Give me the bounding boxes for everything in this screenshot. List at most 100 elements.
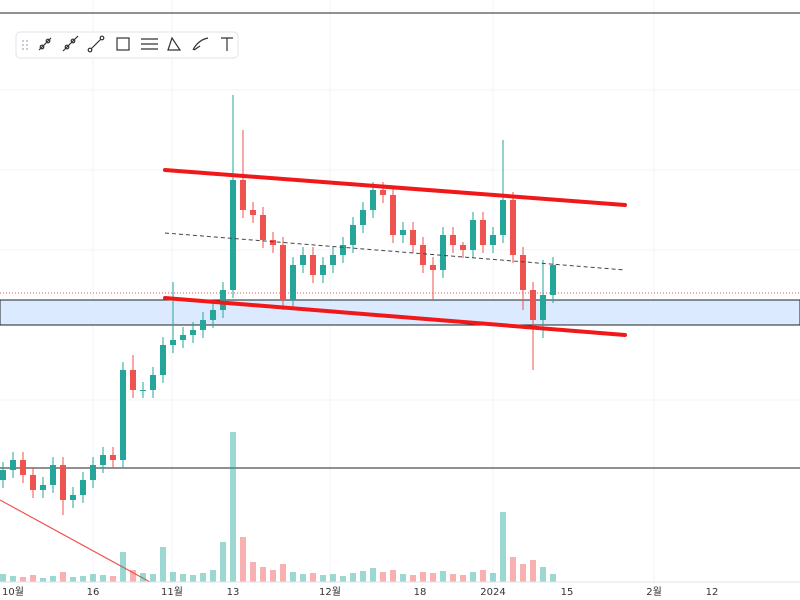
candle-body — [60, 465, 66, 500]
volume-bar — [90, 574, 96, 582]
volume-bar — [100, 575, 106, 582]
volume-bar — [110, 576, 116, 582]
candle-body — [130, 370, 136, 390]
volume-bar — [520, 564, 526, 582]
candles — [0, 95, 556, 582]
volume-bar — [340, 576, 346, 582]
x-tick-label: 13 — [227, 587, 240, 598]
tool-brush[interactable] — [192, 37, 209, 51]
volume-bar — [400, 574, 406, 582]
candle-body — [160, 345, 166, 375]
volume-bar — [240, 537, 246, 582]
tool-trend-line[interactable] — [87, 35, 105, 53]
x-tick-label: 12월 — [319, 586, 341, 598]
candle-body — [170, 340, 176, 345]
volume-bar — [420, 572, 426, 582]
volume-bar — [50, 576, 56, 582]
volume-bar — [120, 552, 126, 582]
tool-ray[interactable] — [38, 37, 52, 51]
candle-body — [390, 195, 396, 235]
volume-bar — [30, 575, 36, 582]
volume-bar — [130, 570, 136, 582]
candle-body — [520, 255, 526, 290]
candle-body — [290, 265, 296, 300]
candle-body — [540, 295, 546, 320]
volume-bar — [80, 576, 86, 582]
x-tick-label: 11월 — [161, 586, 183, 598]
volume-bar — [200, 573, 206, 582]
candle-body — [100, 455, 106, 465]
tool-extended-line[interactable] — [62, 35, 79, 52]
volume-bar — [40, 578, 46, 582]
volume-bar — [60, 572, 66, 582]
candle-body — [50, 465, 56, 485]
tool-rectangle[interactable] — [116, 37, 130, 51]
candle-body — [280, 245, 286, 300]
candle-body — [190, 330, 196, 335]
candle-body — [270, 240, 276, 245]
volume-bar — [310, 573, 316, 582]
drawing-toolbar — [15, 31, 239, 59]
candle-body — [440, 235, 446, 270]
background-grid — [0, 0, 800, 582]
candle-body — [340, 245, 346, 255]
tool-text[interactable] — [221, 37, 233, 51]
candle-body — [30, 475, 36, 490]
candle-body — [110, 455, 116, 460]
candle-body — [70, 495, 76, 500]
candle-body — [410, 230, 416, 245]
candle-body — [450, 235, 456, 245]
candle-body — [320, 265, 326, 275]
volume-bar — [500, 512, 506, 582]
volume-bar — [460, 575, 466, 582]
candle-body — [150, 375, 156, 390]
candle-body — [330, 255, 336, 265]
volume-bar — [550, 574, 556, 582]
volume-bar — [510, 557, 516, 582]
volume-bar — [160, 547, 166, 582]
volume-bar — [540, 567, 546, 582]
volume-bar — [300, 574, 306, 582]
volume-bar — [470, 572, 476, 582]
candle-body — [0, 470, 6, 480]
volume-bar — [450, 574, 456, 582]
volume-bar — [230, 432, 236, 582]
channel-bottom — [163, 296, 627, 337]
candle-body — [120, 370, 126, 460]
x-tick-label: 18 — [414, 587, 427, 598]
volume-bar — [280, 564, 286, 582]
volume-bar — [170, 572, 176, 582]
volume-bar — [490, 573, 496, 582]
candle-body — [200, 320, 206, 330]
candle-body — [400, 230, 406, 235]
candle-body — [480, 220, 486, 245]
candle-body — [40, 485, 46, 490]
candle-body — [210, 310, 216, 320]
volume-bar — [440, 571, 446, 582]
tool-channel[interactable] — [141, 38, 158, 50]
candle-body — [500, 200, 506, 235]
x-axis: 10월 16 11월 13 12월 18 2024 15 2월 12 — [2, 586, 718, 598]
candle-body — [360, 210, 366, 225]
candle-body — [350, 225, 356, 245]
volume-bar — [370, 568, 376, 582]
volume-bar — [480, 570, 486, 582]
candle-body — [180, 335, 186, 340]
candle-body — [470, 220, 476, 250]
volume-bar — [220, 542, 226, 582]
volume-bar — [210, 570, 216, 582]
x-tick-label: 15 — [561, 587, 574, 598]
candle-body — [240, 180, 246, 210]
volume-bar — [190, 575, 196, 582]
tool-fib[interactable] — [167, 36, 182, 51]
volume-bar — [140, 573, 146, 582]
candle-body — [140, 390, 146, 391]
x-tick-label: 12 — [706, 587, 719, 598]
volume-bar — [530, 560, 536, 582]
candle-body — [380, 190, 386, 195]
candle-body — [230, 180, 236, 290]
candle-body — [420, 245, 426, 265]
volume-bar — [20, 577, 26, 582]
candle-body — [460, 245, 466, 250]
